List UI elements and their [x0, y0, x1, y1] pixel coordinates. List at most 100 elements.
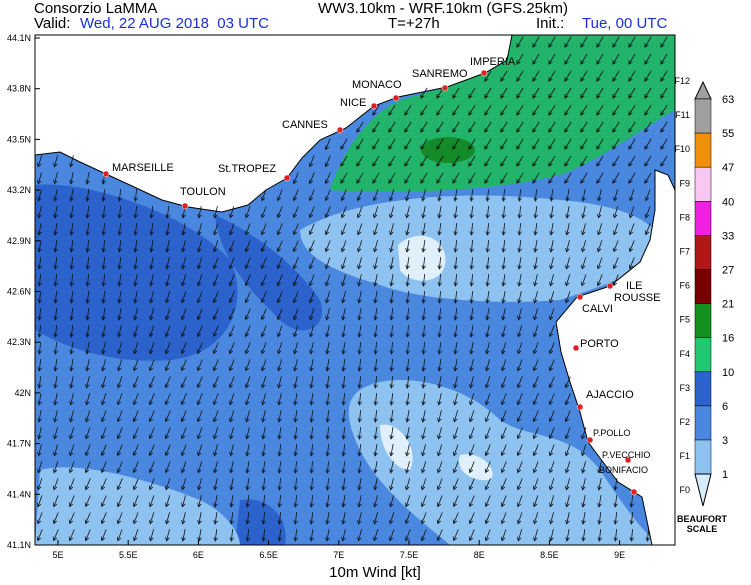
wind-arrow: [244, 308, 251, 321]
wind-arrow: [165, 495, 171, 508]
wind-arrow: [532, 87, 540, 99]
wind-arrow: [181, 495, 186, 508]
wind-arrow: [181, 223, 186, 236]
wind-arrow: [309, 409, 314, 423]
wind-arrow: [69, 206, 74, 219]
wind-arrow: [196, 393, 203, 406]
wind-arrow: [405, 274, 410, 287]
wind-arrow: [549, 257, 554, 270]
wind-arrow: [101, 325, 106, 338]
wind-arrow: [388, 529, 395, 542]
wind-arrow: [453, 239, 458, 253]
wind-arrow: [148, 461, 155, 474]
wind-arrow: [276, 257, 283, 270]
wind-arrow: [84, 495, 91, 508]
wind-arrow: [548, 138, 556, 150]
wind-arrow: [405, 461, 410, 474]
lead-time: T=+27h: [388, 15, 440, 32]
wind-arrow: [52, 478, 59, 491]
wind-arrow: [196, 359, 203, 372]
wind-arrow: [197, 240, 202, 253]
wind-arrow: [101, 291, 106, 304]
wind-arrow: [244, 359, 251, 372]
x-axis-label: 10m Wind [kt]: [329, 564, 421, 580]
wind-arrow: [516, 410, 523, 423]
wind-arrow: [452, 121, 460, 133]
wind-arrow: [356, 138, 364, 150]
wind-arrow: [69, 307, 74, 321]
wind-arrow: [373, 308, 378, 321]
wind-arrow: [468, 444, 475, 457]
legend-title: BEAUFORT: [677, 514, 727, 524]
wind-arrow: [532, 53, 540, 65]
wind-arrow: [357, 240, 363, 253]
wind-arrow: [132, 444, 139, 457]
wind-arrow: [68, 444, 75, 457]
wind-arrow: [229, 444, 234, 457]
wind-arrow: [212, 308, 219, 321]
wind-arrow: [628, 104, 636, 116]
wind-arrow: [293, 426, 298, 440]
wind-arrow: [612, 257, 619, 270]
wind-arrow: [501, 325, 506, 338]
wind-arrow: [613, 206, 619, 219]
wind-arrow: [69, 427, 75, 440]
wind-arrow: [469, 239, 474, 253]
sea-3kt: [300, 195, 665, 302]
wind-arrow: [69, 189, 74, 202]
wind-arrow: [149, 205, 154, 219]
wind-arrow: [373, 257, 378, 270]
wind-arrow: [132, 427, 139, 440]
wind-arrow: [53, 376, 58, 389]
wind-arrow: [164, 325, 171, 338]
wind-arrow: [341, 443, 346, 457]
wind-arrow: [469, 393, 475, 406]
wind-arrow: [580, 70, 588, 82]
legend-swatch: [694, 98, 712, 134]
wind-arrow: [325, 291, 331, 304]
wind-arrow: [261, 528, 266, 542]
wind-arrow: [436, 138, 444, 150]
wind-arrow: [164, 376, 171, 389]
wind-arrow: [517, 325, 523, 338]
wind-arrow: [277, 460, 282, 474]
wind-arrow: [117, 342, 122, 355]
wind-arrow: [117, 376, 123, 389]
wind-arrow: [500, 138, 508, 150]
wind-arrow: [37, 240, 42, 253]
wind-arrow: [244, 257, 251, 270]
wind-arrow: [453, 359, 458, 372]
wind-arrow: [517, 222, 522, 236]
wind-arrow: [628, 138, 636, 150]
wind-arrow: [37, 410, 42, 423]
wind-arrow: [277, 410, 282, 423]
wind-arrow: [484, 87, 492, 99]
wind-arrow: [437, 239, 442, 253]
wind-arrow: [261, 410, 266, 423]
wind-arrow: [500, 529, 507, 542]
wind-arrow: [325, 512, 330, 525]
wind-arrow: [485, 239, 490, 253]
wind-arrow: [564, 393, 571, 406]
wind-arrow: [501, 257, 506, 270]
wind-arrow: [245, 410, 250, 423]
wind-arrow: [261, 461, 266, 474]
wind-arrow: [532, 393, 539, 406]
wind-arrow: [453, 376, 458, 389]
wind-arrow: [644, 104, 652, 116]
wind-arrow: [420, 87, 428, 99]
wind-arrow: [644, 138, 652, 150]
wind-arrow: [421, 223, 426, 236]
legend-beaufort: F10: [674, 144, 690, 154]
wind-arrow: [405, 307, 410, 321]
wind-arrow: [596, 155, 604, 167]
wind-arrow: [516, 155, 524, 167]
wind-arrow: [196, 291, 203, 304]
valid-time: Wed, 22 AUG 2018 03 UTC: [80, 15, 269, 32]
city-marker: [392, 94, 400, 102]
wind-arrow: [101, 239, 106, 253]
wind-arrow: [181, 257, 186, 270]
wind-arrow: [132, 393, 139, 406]
lon-tick-label: 5E: [52, 550, 63, 560]
wind-arrow: [565, 223, 570, 236]
